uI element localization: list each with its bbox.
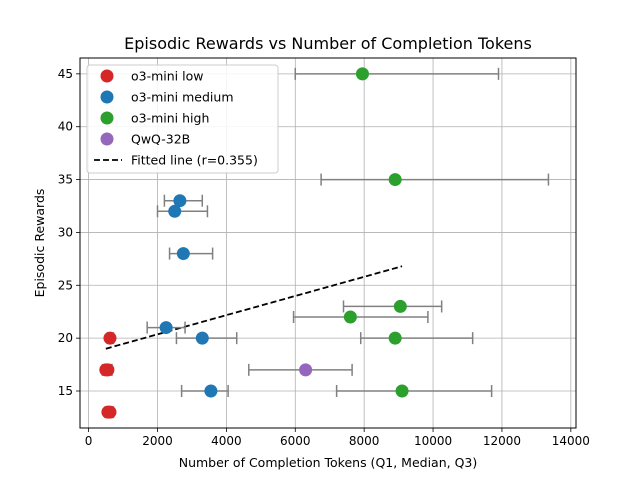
x-tick-label: 0 (85, 434, 93, 448)
data-point (204, 384, 218, 398)
legend-label: QwQ-32B (131, 132, 190, 147)
y-tick-label: 25 (58, 278, 73, 292)
data-point (395, 384, 409, 398)
y-axis-label: Episodic Rewards (32, 189, 47, 298)
x-tick-label: 2000 (142, 434, 173, 448)
y-tick-label: 40 (58, 120, 73, 134)
y-tick-label: 30 (58, 225, 73, 239)
fitted-line (105, 265, 403, 350)
legend-label: o3-mini medium (131, 90, 234, 105)
data-point (343, 310, 357, 324)
y-tick-label: 45 (58, 67, 73, 81)
legend-label: Fitted line (r=0.355) (131, 153, 258, 168)
legend-marker (100, 69, 114, 83)
legend-marker (100, 90, 114, 104)
x-tick-label: 12000 (483, 434, 521, 448)
data-point (103, 331, 117, 345)
legend-marker (100, 111, 114, 125)
plot-frame (79, 57, 577, 429)
legend-box (86, 64, 279, 174)
x-axis-ticks: 0 2000 4000 6000 8000 10000 12000 14000 (85, 428, 590, 448)
x-tick-label: 6000 (280, 434, 311, 448)
legend-label: o3-mini low (131, 69, 203, 84)
data-point (388, 173, 402, 187)
fitted-line-layer (105, 265, 403, 350)
y-tick-label: 20 (58, 331, 73, 345)
data-point (195, 331, 209, 345)
x-tick-label: 8000 (349, 434, 380, 448)
x-tick-label: 10000 (414, 434, 452, 448)
data-point (393, 299, 407, 313)
data-point (159, 321, 173, 335)
data-point (299, 363, 313, 377)
legend-label: o3-mini high (131, 111, 209, 126)
data-point (355, 67, 369, 81)
data-point (103, 405, 117, 419)
data-point (101, 363, 115, 377)
data-point (388, 331, 402, 345)
chart-title: Episodic Rewards vs Number of Completion… (124, 34, 532, 53)
x-axis-label: Number of Completion Tokens (Q1, Median,… (179, 455, 478, 470)
x-tick-label: 14000 (552, 434, 590, 448)
legend-marker (100, 132, 114, 146)
points-layer (99, 67, 409, 419)
y-tick-label: 35 (58, 173, 73, 187)
data-point (168, 204, 182, 218)
legend: o3-mini low o3-mini medium o3-mini high QwQ… (86, 64, 279, 174)
data-point (173, 194, 187, 208)
y-axis-ticks: 15 20 25 30 35 40 45 (58, 67, 80, 398)
x-tick-label: 4000 (211, 434, 242, 448)
data-point (176, 247, 190, 261)
y-tick-label: 15 (58, 384, 73, 398)
